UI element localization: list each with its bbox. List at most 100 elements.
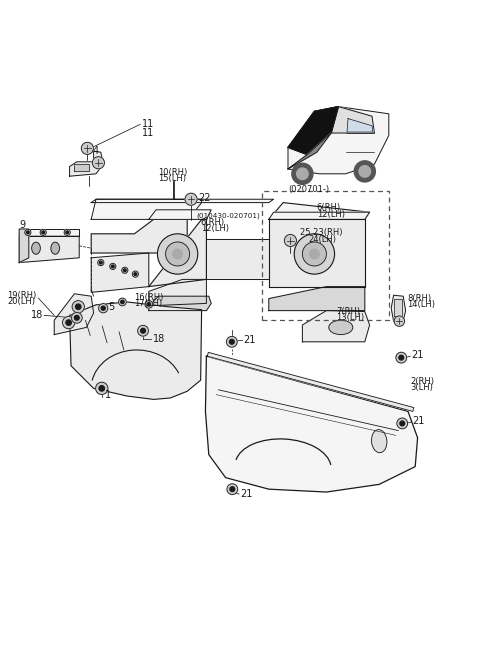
Text: 11: 11 bbox=[142, 120, 154, 129]
Polygon shape bbox=[149, 220, 206, 287]
Circle shape bbox=[64, 229, 70, 235]
Circle shape bbox=[227, 484, 238, 495]
Polygon shape bbox=[269, 212, 370, 220]
Text: 22: 22 bbox=[198, 193, 211, 203]
Polygon shape bbox=[288, 107, 338, 155]
Polygon shape bbox=[269, 287, 365, 311]
Text: 15(LH): 15(LH) bbox=[158, 174, 186, 183]
Polygon shape bbox=[269, 203, 370, 220]
Circle shape bbox=[400, 421, 405, 426]
Circle shape bbox=[294, 234, 335, 274]
Text: 18: 18 bbox=[153, 334, 165, 345]
Circle shape bbox=[98, 259, 104, 266]
Polygon shape bbox=[394, 298, 402, 317]
Circle shape bbox=[42, 231, 45, 234]
Circle shape bbox=[284, 235, 297, 246]
Circle shape bbox=[110, 263, 116, 270]
Circle shape bbox=[26, 231, 29, 234]
Circle shape bbox=[141, 328, 145, 333]
Polygon shape bbox=[74, 164, 89, 172]
Circle shape bbox=[166, 242, 190, 266]
Text: 3(LH): 3(LH) bbox=[410, 384, 433, 393]
Circle shape bbox=[92, 157, 105, 169]
Circle shape bbox=[122, 267, 128, 274]
Text: 25 23(RH): 25 23(RH) bbox=[300, 228, 343, 237]
Text: 2(RH): 2(RH) bbox=[410, 377, 434, 386]
Text: 21: 21 bbox=[412, 415, 425, 426]
Text: 20(LH): 20(LH) bbox=[7, 297, 35, 306]
Text: 12(LH): 12(LH) bbox=[317, 209, 345, 218]
Circle shape bbox=[302, 242, 326, 266]
Circle shape bbox=[310, 249, 319, 259]
Polygon shape bbox=[269, 220, 365, 287]
Text: 4: 4 bbox=[93, 146, 99, 156]
Circle shape bbox=[173, 249, 182, 259]
Circle shape bbox=[145, 300, 153, 308]
Circle shape bbox=[66, 231, 69, 234]
Circle shape bbox=[230, 487, 235, 491]
Text: 16(RH): 16(RH) bbox=[134, 292, 164, 302]
Circle shape bbox=[96, 382, 108, 395]
Circle shape bbox=[72, 313, 82, 323]
Polygon shape bbox=[206, 239, 269, 280]
Ellipse shape bbox=[51, 242, 60, 254]
Polygon shape bbox=[207, 352, 414, 411]
Circle shape bbox=[227, 337, 237, 347]
Circle shape bbox=[399, 356, 404, 360]
Circle shape bbox=[101, 306, 105, 310]
Circle shape bbox=[354, 161, 375, 182]
Circle shape bbox=[229, 339, 234, 344]
Polygon shape bbox=[314, 107, 374, 133]
Polygon shape bbox=[19, 236, 79, 263]
Text: 1: 1 bbox=[105, 389, 111, 400]
Text: (010430-020701): (010430-020701) bbox=[197, 213, 261, 219]
Polygon shape bbox=[391, 295, 406, 321]
Polygon shape bbox=[70, 302, 202, 399]
Circle shape bbox=[359, 166, 371, 177]
Circle shape bbox=[81, 142, 94, 155]
Polygon shape bbox=[149, 210, 211, 220]
Circle shape bbox=[396, 352, 407, 363]
Circle shape bbox=[185, 193, 197, 205]
Circle shape bbox=[25, 229, 31, 235]
Circle shape bbox=[132, 271, 138, 277]
Text: 13(LH): 13(LH) bbox=[336, 313, 364, 322]
Text: 8(RH): 8(RH) bbox=[407, 294, 431, 303]
Circle shape bbox=[62, 317, 75, 329]
Circle shape bbox=[397, 418, 408, 429]
Text: (020701-): (020701-) bbox=[288, 185, 329, 194]
Polygon shape bbox=[149, 280, 206, 306]
Ellipse shape bbox=[32, 242, 40, 254]
Polygon shape bbox=[91, 253, 149, 292]
Circle shape bbox=[119, 298, 126, 306]
Text: 14(LH): 14(LH) bbox=[407, 300, 435, 309]
Polygon shape bbox=[91, 200, 202, 220]
Circle shape bbox=[121, 300, 124, 304]
Text: 11: 11 bbox=[142, 128, 154, 138]
Text: 21: 21 bbox=[411, 350, 424, 359]
Circle shape bbox=[394, 316, 405, 326]
Circle shape bbox=[72, 300, 84, 313]
Circle shape bbox=[147, 303, 151, 306]
Circle shape bbox=[98, 304, 108, 313]
Polygon shape bbox=[54, 294, 94, 335]
Ellipse shape bbox=[372, 430, 387, 452]
Text: 17(LH): 17(LH) bbox=[134, 299, 163, 308]
Circle shape bbox=[138, 326, 148, 336]
Polygon shape bbox=[149, 296, 211, 311]
Circle shape bbox=[157, 234, 198, 274]
Polygon shape bbox=[288, 107, 389, 174]
Ellipse shape bbox=[329, 320, 353, 335]
Polygon shape bbox=[91, 220, 187, 253]
Text: 12(LH): 12(LH) bbox=[201, 224, 228, 233]
Polygon shape bbox=[288, 133, 331, 169]
Text: 7(RH): 7(RH) bbox=[336, 307, 360, 316]
Polygon shape bbox=[347, 118, 373, 132]
Text: 9: 9 bbox=[19, 220, 25, 230]
Text: 19(RH): 19(RH) bbox=[7, 291, 36, 300]
Circle shape bbox=[111, 265, 114, 268]
Polygon shape bbox=[91, 200, 274, 203]
Circle shape bbox=[74, 315, 79, 320]
Polygon shape bbox=[205, 356, 418, 492]
Text: 24(LH): 24(LH) bbox=[309, 235, 336, 244]
